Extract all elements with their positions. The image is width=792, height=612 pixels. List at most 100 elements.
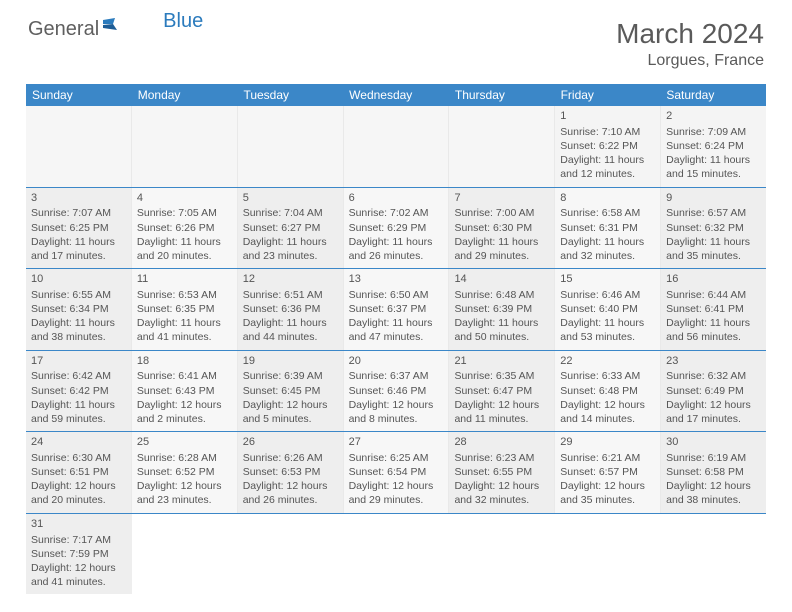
week-row: 24Sunrise: 6:30 AMSunset: 6:51 PMDayligh… (26, 432, 766, 514)
day-info-line: and 35 minutes. (560, 493, 655, 507)
day-of-week-header: Sunday Monday Tuesday Wednesday Thursday… (26, 84, 766, 106)
day-info-line: and 59 minutes. (31, 412, 126, 426)
day-number: 6 (349, 191, 444, 206)
day-info-line: Sunset: 6:24 PM (666, 139, 761, 153)
day-info-line: and 14 minutes. (560, 412, 655, 426)
day-cell: 4Sunrise: 7:05 AMSunset: 6:26 PMDaylight… (131, 188, 237, 269)
day-info-line: and 44 minutes. (243, 330, 338, 344)
title-block: March 2024 Lorgues, France (616, 18, 764, 70)
day-number: 10 (31, 272, 126, 287)
day-info-line: Sunset: 6:51 PM (31, 465, 126, 479)
day-info-line: Sunrise: 6:55 AM (31, 288, 126, 302)
day-info-line: Daylight: 12 hours (454, 398, 549, 412)
day-cell: 24Sunrise: 6:30 AMSunset: 6:51 PMDayligh… (26, 432, 131, 513)
day-info-line: Sunrise: 6:33 AM (560, 369, 655, 383)
week-row: 10Sunrise: 6:55 AMSunset: 6:34 PMDayligh… (26, 269, 766, 351)
day-info-line: Sunset: 6:58 PM (666, 465, 761, 479)
day-info-line: and 50 minutes. (454, 330, 549, 344)
week-row: 31Sunrise: 7:17 AMSunset: 7:59 PMDayligh… (26, 514, 766, 595)
day-number: 12 (243, 272, 338, 287)
day-info-line: Sunset: 6:25 PM (31, 221, 126, 235)
day-info-line: Daylight: 11 hours (666, 316, 761, 330)
flag-icon (103, 18, 121, 35)
day-info-line: Sunrise: 7:09 AM (666, 125, 761, 139)
dow-tuesday: Tuesday (237, 84, 343, 106)
day-number: 13 (349, 272, 444, 287)
day-cell (660, 514, 766, 595)
day-info-line: and 23 minutes. (243, 249, 338, 263)
day-info-line: Sunrise: 6:50 AM (349, 288, 444, 302)
day-cell (448, 106, 554, 187)
day-cell: 18Sunrise: 6:41 AMSunset: 6:43 PMDayligh… (131, 351, 237, 432)
day-cell: 21Sunrise: 6:35 AMSunset: 6:47 PMDayligh… (448, 351, 554, 432)
day-info-line: Sunrise: 7:04 AM (243, 206, 338, 220)
day-info-line: Sunset: 6:37 PM (349, 302, 444, 316)
day-info-line: Sunset: 6:32 PM (666, 221, 761, 235)
day-info-line: Sunrise: 7:00 AM (454, 206, 549, 220)
day-info-line: Sunset: 6:52 PM (137, 465, 232, 479)
day-info-line: Daylight: 11 hours (137, 235, 232, 249)
day-number: 11 (137, 272, 232, 287)
day-cell: 9Sunrise: 6:57 AMSunset: 6:32 PMDaylight… (660, 188, 766, 269)
day-info-line: Daylight: 12 hours (31, 479, 126, 493)
day-info-line: Daylight: 11 hours (349, 235, 444, 249)
day-cell: 14Sunrise: 6:48 AMSunset: 6:39 PMDayligh… (448, 269, 554, 350)
day-info-line: Daylight: 11 hours (560, 316, 655, 330)
day-cell: 29Sunrise: 6:21 AMSunset: 6:57 PMDayligh… (554, 432, 660, 513)
logo-text-general: General (28, 18, 99, 41)
day-cell: 17Sunrise: 6:42 AMSunset: 6:42 PMDayligh… (26, 351, 131, 432)
day-info-line: Sunset: 6:48 PM (560, 384, 655, 398)
day-cell: 11Sunrise: 6:53 AMSunset: 6:35 PMDayligh… (131, 269, 237, 350)
day-cell (131, 106, 237, 187)
dow-wednesday: Wednesday (343, 84, 449, 106)
day-number: 30 (666, 435, 761, 450)
day-info-line: Sunset: 6:31 PM (560, 221, 655, 235)
day-info-line: Daylight: 11 hours (31, 235, 126, 249)
day-number: 8 (560, 191, 655, 206)
day-cell: 30Sunrise: 6:19 AMSunset: 6:58 PMDayligh… (660, 432, 766, 513)
day-number: 31 (31, 517, 127, 532)
day-info-line: Sunrise: 7:05 AM (137, 206, 232, 220)
day-info-line: Sunset: 6:30 PM (454, 221, 549, 235)
day-number: 20 (349, 354, 444, 369)
day-info-line: Sunrise: 6:41 AM (137, 369, 232, 383)
day-cell: 7Sunrise: 7:00 AMSunset: 6:30 PMDaylight… (448, 188, 554, 269)
day-info-line: Sunset: 6:55 PM (454, 465, 549, 479)
day-info-line: and 20 minutes. (31, 493, 126, 507)
day-info-line: and 26 minutes. (349, 249, 444, 263)
day-info-line: Sunset: 6:40 PM (560, 302, 655, 316)
day-info-line: and 35 minutes. (666, 249, 761, 263)
day-cell: 22Sunrise: 6:33 AMSunset: 6:48 PMDayligh… (554, 351, 660, 432)
day-info-line: Daylight: 11 hours (31, 316, 126, 330)
day-cell: 6Sunrise: 7:02 AMSunset: 6:29 PMDaylight… (343, 188, 449, 269)
day-info-line: Sunrise: 6:21 AM (560, 451, 655, 465)
day-info-line: Sunrise: 6:28 AM (137, 451, 232, 465)
day-info-line: Sunset: 6:35 PM (137, 302, 232, 316)
day-number: 28 (454, 435, 549, 450)
logo: General Blue (28, 18, 203, 41)
day-info-line: Daylight: 12 hours (349, 398, 444, 412)
day-info-line: Daylight: 11 hours (454, 316, 549, 330)
day-cell: 2Sunrise: 7:09 AMSunset: 6:24 PMDaylight… (660, 106, 766, 187)
day-cell: 19Sunrise: 6:39 AMSunset: 6:45 PMDayligh… (237, 351, 343, 432)
day-info-line: and 38 minutes. (666, 493, 761, 507)
day-info-line: Sunset: 6:26 PM (137, 221, 232, 235)
day-cell: 20Sunrise: 6:37 AMSunset: 6:46 PMDayligh… (343, 351, 449, 432)
day-info-line: and 8 minutes. (349, 412, 444, 426)
day-info-line: and 32 minutes. (560, 249, 655, 263)
day-info-line: Sunrise: 6:32 AM (666, 369, 761, 383)
calendar: Sunday Monday Tuesday Wednesday Thursday… (26, 84, 766, 594)
day-info-line: Sunset: 6:39 PM (454, 302, 549, 316)
day-cell: 25Sunrise: 6:28 AMSunset: 6:52 PMDayligh… (131, 432, 237, 513)
day-info-line: Sunset: 6:41 PM (666, 302, 761, 316)
day-info-line: Sunrise: 7:07 AM (31, 206, 126, 220)
day-cell: 31Sunrise: 7:17 AMSunset: 7:59 PMDayligh… (26, 514, 132, 595)
day-info-line: Sunset: 6:54 PM (349, 465, 444, 479)
day-info-line: Daylight: 11 hours (666, 153, 761, 167)
day-cell: 27Sunrise: 6:25 AMSunset: 6:54 PMDayligh… (343, 432, 449, 513)
day-info-line: Sunrise: 6:44 AM (666, 288, 761, 302)
day-number: 16 (666, 272, 761, 287)
day-info-line: Sunset: 6:27 PM (243, 221, 338, 235)
dow-monday: Monday (132, 84, 238, 106)
day-number: 14 (454, 272, 549, 287)
